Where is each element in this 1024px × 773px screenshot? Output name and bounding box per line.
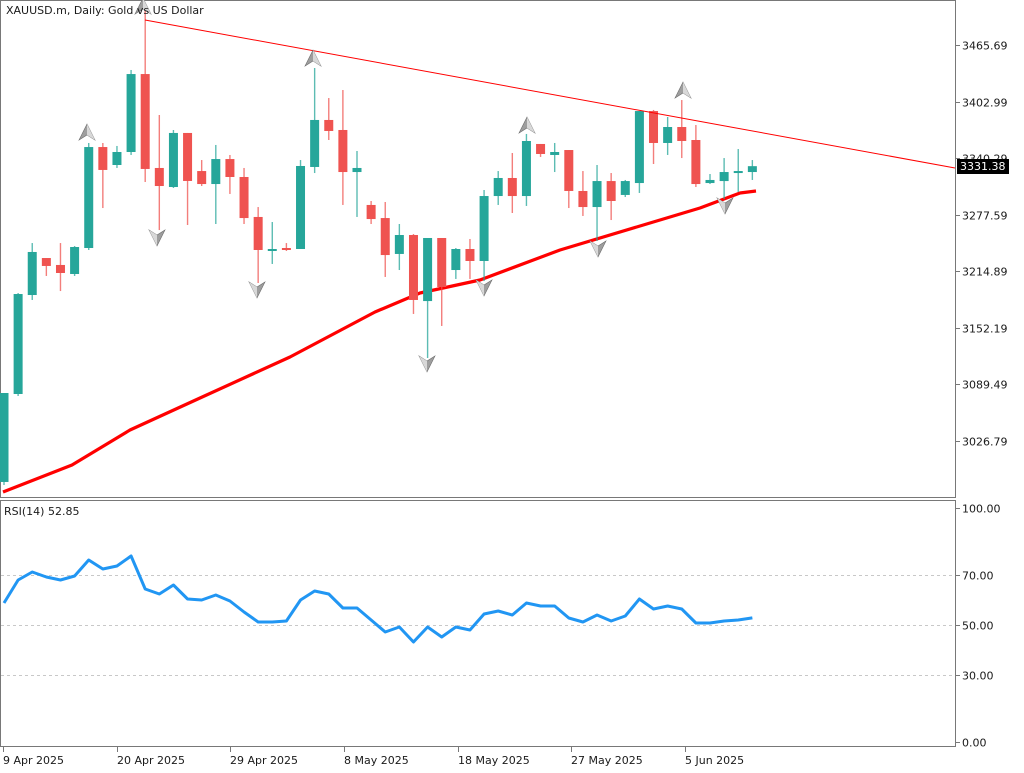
rsi-line: [2, 554, 753, 644]
price-axis[interactable]: 3465.693402.993340.293277.593214.893152.…: [955, 40, 1008, 449]
arrow-up-icon: [134, 0, 152, 15]
candle: [592, 164, 602, 241]
time-axis[interactable]: 9 Apr 2025 20 Apr 2025 29 Apr 2025 8 May 20…: [3, 747, 744, 767]
time-tick-label: 5 Jun 2025: [685, 754, 744, 767]
candle: [521, 133, 531, 206]
candle: [536, 143, 546, 157]
candle: [267, 222, 277, 264]
candle: [126, 69, 136, 155]
candle: [84, 142, 94, 250]
candle: [310, 67, 320, 174]
candle: [437, 237, 447, 326]
fractal-arrows: [78, 0, 734, 373]
price-tick-label: 3277.59: [962, 210, 1008, 223]
price-tick-label: 3465.69: [962, 40, 1008, 53]
time-tick-label: 8 May 2025: [344, 754, 409, 767]
arrow-down-icon: [148, 229, 166, 247]
moving-average-line: [2, 189, 757, 494]
arrow-up-icon: [304, 49, 322, 67]
arrow-down-icon: [418, 355, 436, 373]
rsi-tick-label: 30.00: [962, 670, 994, 683]
candle: [55, 243, 65, 292]
candle: [663, 116, 673, 155]
candle: [168, 129, 178, 189]
candle: [705, 174, 715, 185]
candle: [493, 171, 503, 205]
arrow-up-icon: [674, 81, 692, 99]
arrow-down-icon: [589, 240, 607, 258]
candle: [550, 142, 560, 173]
candle: [564, 150, 574, 209]
candle: [239, 167, 249, 225]
candle: [13, 293, 23, 396]
candle: [366, 200, 376, 225]
rsi-tick-label: 50.00: [962, 620, 994, 633]
price-tick-label: 3152.19: [962, 323, 1008, 336]
candle: [27, 243, 37, 300]
arrow-up-icon: [78, 123, 96, 141]
candle: [423, 237, 433, 358]
rsi-axis[interactable]: 100.00 70.00 50.00 30.00 0.00: [955, 503, 1001, 750]
candle: [154, 115, 164, 231]
price-tick-label: 3402.99: [962, 97, 1008, 110]
trendline[interactable]: [144, 19, 956, 169]
candle: [211, 144, 221, 225]
rsi-tick-label: 100.00: [962, 503, 1001, 516]
candle: [253, 207, 263, 284]
time-tick-label: 18 May 2025: [458, 754, 530, 767]
rsi-tick-label: 0.00: [962, 737, 987, 750]
candle: [649, 109, 659, 165]
candle: [112, 145, 122, 168]
candle: [70, 246, 80, 276]
candle: [747, 160, 757, 180]
candle: [338, 90, 348, 205]
candle: [394, 224, 404, 271]
price-panel-frame: [0, 0, 956, 498]
price-tick-label: 3214.89: [962, 266, 1008, 279]
current-price-tag: 3331.38: [957, 159, 1009, 174]
time-tick-label: 20 Apr 2025: [117, 754, 185, 767]
candle: [281, 243, 291, 251]
candle: [507, 152, 517, 213]
candle: [733, 149, 743, 192]
chart-title: XAUUSD.m, Daily: Gold vs US Dollar: [6, 4, 204, 17]
candle: [677, 100, 687, 159]
candle: [352, 151, 362, 217]
price-tick-label: 3089.49: [962, 379, 1008, 392]
candle: [225, 154, 235, 194]
candle: [324, 98, 334, 141]
price-tick-label: 3026.79: [962, 436, 1008, 449]
arrow-down-icon: [475, 279, 493, 297]
arrow-up-icon: [518, 116, 536, 134]
arrow-down-icon: [716, 197, 734, 215]
candle: [183, 132, 193, 225]
candle: [380, 201, 390, 277]
candle: [0, 393, 9, 486]
time-tick-label: 27 May 2025: [571, 754, 643, 767]
candle: [41, 258, 51, 276]
candle: [578, 171, 588, 216]
candle: [606, 173, 616, 221]
time-tick-label: 9 Apr 2025: [3, 754, 64, 767]
candle: [408, 234, 418, 314]
rsi-tick-label: 70.00: [962, 570, 994, 583]
candle: [691, 125, 701, 188]
candle: [634, 111, 644, 193]
candlestick-series: [0, 9, 757, 486]
candle: [197, 160, 207, 187]
candle: [98, 142, 108, 209]
arrow-down-icon: [248, 281, 266, 299]
candle: [479, 189, 489, 282]
candle: [719, 158, 729, 200]
time-tick-label: 29 Apr 2025: [230, 754, 298, 767]
candle: [451, 248, 461, 279]
candle: [465, 238, 475, 279]
candle: [140, 9, 150, 183]
rsi-panel-frame: [0, 500, 956, 747]
candle: [296, 160, 306, 249]
candle: [620, 179, 630, 198]
rsi-label: RSI(14) 52.85: [4, 505, 80, 518]
